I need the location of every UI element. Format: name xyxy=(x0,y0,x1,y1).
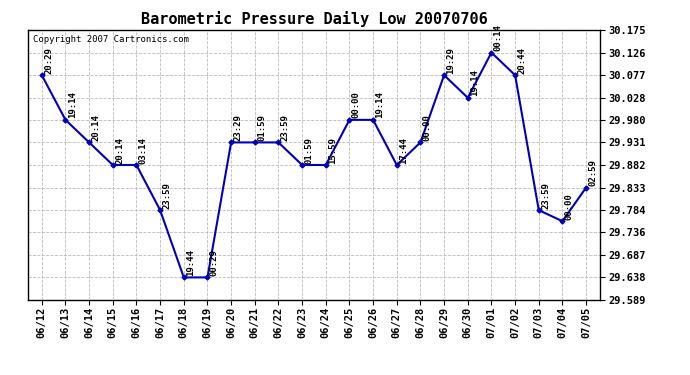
Text: 00:14: 00:14 xyxy=(494,24,503,51)
Text: Copyright 2007 Cartronics.com: Copyright 2007 Cartronics.com xyxy=(33,35,189,44)
Text: 23:29: 23:29 xyxy=(233,114,242,141)
Text: 23:59: 23:59 xyxy=(281,114,290,141)
Text: 00:29: 00:29 xyxy=(210,249,219,276)
Text: 23:59: 23:59 xyxy=(162,182,172,209)
Text: 23:59: 23:59 xyxy=(541,182,550,209)
Text: 19:14: 19:14 xyxy=(68,92,77,118)
Text: 20:14: 20:14 xyxy=(115,137,124,164)
Text: 19:14: 19:14 xyxy=(470,69,479,96)
Text: 17:44: 17:44 xyxy=(399,137,408,164)
Text: 20:14: 20:14 xyxy=(92,114,101,141)
Text: 00:00: 00:00 xyxy=(423,114,432,141)
Text: 01:59: 01:59 xyxy=(304,137,313,164)
Text: 20:44: 20:44 xyxy=(518,47,526,74)
Text: 01:59: 01:59 xyxy=(257,114,266,141)
Text: 00:00: 00:00 xyxy=(352,92,361,118)
Text: 19:14: 19:14 xyxy=(375,92,384,118)
Text: 00:00: 00:00 xyxy=(565,193,574,220)
Text: 02:59: 02:59 xyxy=(589,159,598,186)
Text: 15:59: 15:59 xyxy=(328,137,337,164)
Text: 19:29: 19:29 xyxy=(446,47,455,74)
Text: 19:44: 19:44 xyxy=(186,249,195,276)
Text: 03:14: 03:14 xyxy=(139,137,148,164)
Text: 20:29: 20:29 xyxy=(44,47,53,74)
Title: Barometric Pressure Daily Low 20070706: Barometric Pressure Daily Low 20070706 xyxy=(141,12,487,27)
